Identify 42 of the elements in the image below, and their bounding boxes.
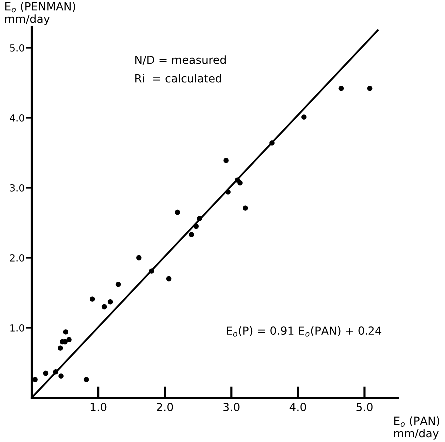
x-tick-label: 3.0 [224,403,240,412]
y-tick-label: 4.0 [10,114,24,122]
point [367,86,373,92]
point [175,210,180,216]
point [166,276,172,282]
x-tick-label: 1.0 [90,403,107,412]
y-tick-label: 5.0 [10,44,24,52]
point [197,216,202,222]
point [116,282,122,288]
point [90,296,96,302]
point [302,114,307,120]
x-axis-title: E$_{o}$ (PAN) mm/day [394,416,440,440]
annotation: E$_{o}$(P) = 0.91 E$_{o}$(PAN) + 0.24 [227,326,382,337]
x-tick-label: 4.0 [290,403,306,412]
point [189,232,194,238]
y-tick-label: 3.0 [10,184,24,192]
point [108,300,114,305]
point [102,304,108,310]
point [136,255,142,261]
point [238,180,243,186]
point [270,140,275,146]
point [58,374,64,379]
y-tick-label: 2.0 [10,254,24,262]
point [53,370,59,375]
point [84,377,90,382]
annotation: Ri = calculated [136,74,222,83]
point [224,158,229,164]
point [149,268,154,274]
point [43,370,49,376]
x-tick-label: 5.0 [356,403,373,412]
y-axis-title: E$_{o}$ (PENMAN) mm/day [5,2,76,26]
x-tick-label: 2.0 [157,403,174,412]
point [338,86,344,92]
point [243,206,248,211]
y-tick-label: 1.0 [10,324,24,332]
point [58,346,64,351]
point [226,190,231,195]
point [32,377,38,382]
point [194,224,199,230]
point [63,330,69,335]
point [66,337,72,342]
annotation: N/D = measured [136,56,226,66]
